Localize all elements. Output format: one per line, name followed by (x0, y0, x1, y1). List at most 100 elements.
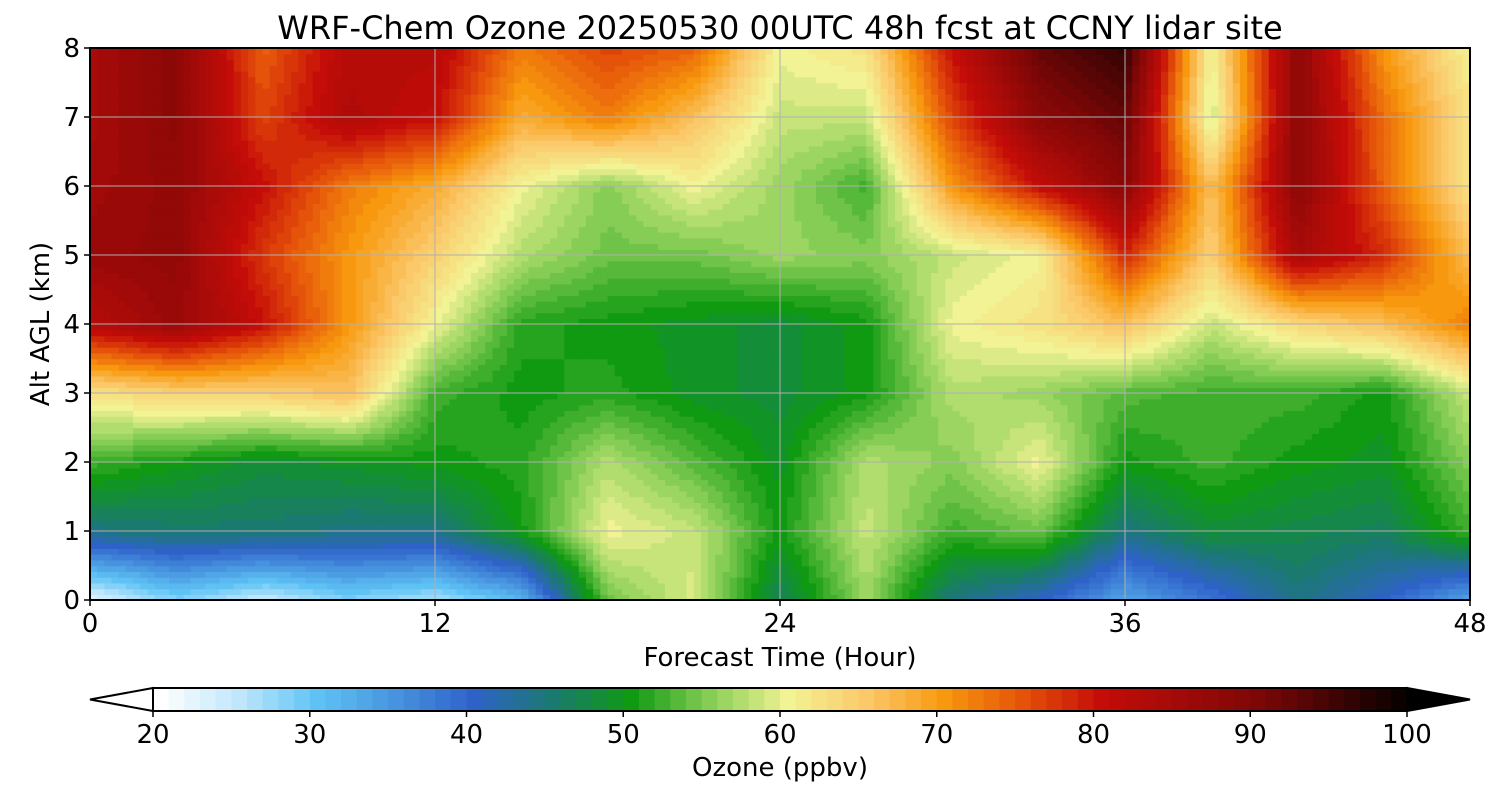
heatmap-cell (844, 485, 853, 492)
heatmap-cell (1232, 571, 1241, 578)
heatmap-cell (1340, 594, 1349, 600)
heatmap-cell (1168, 456, 1177, 463)
heatmap-cell (147, 496, 156, 503)
heatmap-cell (1168, 525, 1177, 532)
heatmap-cell (1139, 456, 1148, 463)
heatmap-cell (851, 588, 860, 595)
heatmap-cell (1017, 519, 1026, 526)
heatmap-cell (837, 594, 846, 600)
heatmap-cell (1139, 462, 1148, 469)
heatmap-cell (169, 582, 177, 590)
heatmap-cell (621, 594, 630, 600)
heatmap-cell (1355, 456, 1363, 463)
heatmap-cell (801, 577, 810, 584)
heatmap-cell (1304, 519, 1313, 526)
heatmap-cell (269, 496, 278, 503)
heatmap-cell (794, 473, 803, 480)
heatmap-cell (514, 456, 522, 463)
heatmap-cell (1340, 490, 1349, 498)
heatmap-cell (844, 565, 853, 572)
heatmap-cell (1060, 542, 1069, 549)
heatmap-cell (923, 502, 932, 509)
heatmap-cell (550, 456, 558, 463)
heatmap-cell (1304, 531, 1313, 538)
heatmap-cell (1448, 513, 1457, 521)
heatmap-cell (276, 531, 285, 538)
heatmap-cell (377, 577, 386, 584)
heatmap-cell (377, 536, 386, 544)
heatmap-cell (111, 577, 120, 584)
heatmap-cell (729, 485, 738, 492)
heatmap-cell (686, 525, 695, 532)
heatmap-cell (1290, 467, 1299, 475)
heatmap-cell (873, 594, 882, 600)
heatmap-cell (650, 588, 659, 595)
heatmap-cell (837, 577, 846, 584)
heatmap-cell (815, 531, 824, 538)
heatmap-cell (1189, 525, 1198, 532)
heatmap-cell (205, 473, 213, 480)
heatmap-cell (269, 559, 278, 567)
heatmap-cell (988, 582, 997, 590)
heatmap-cell (1045, 582, 1054, 590)
heatmap-cell (909, 582, 918, 590)
heatmap-cell (995, 542, 1004, 549)
heatmap-cell (140, 462, 149, 469)
heatmap-cell (1434, 571, 1442, 578)
heatmap-cell (420, 508, 429, 515)
heatmap-cell (643, 490, 652, 498)
heatmap-cell (197, 577, 206, 584)
heatmap-cell (449, 456, 458, 463)
heatmap-cell (837, 588, 846, 595)
heatmap-cell (729, 531, 738, 538)
heatmap-cell (1232, 565, 1241, 572)
heatmap-cell (1448, 536, 1457, 544)
heatmap-cell (1211, 536, 1220, 544)
heatmap-cell (284, 531, 292, 538)
heatmap-cell (1067, 559, 1076, 567)
heatmap-cell (1132, 508, 1141, 515)
heatmap-cell (298, 508, 307, 515)
heatmap-cell (945, 462, 954, 469)
heatmap-cell (1160, 490, 1169, 498)
heatmap-cell (823, 525, 832, 532)
heatmap-cell (1268, 554, 1277, 561)
heatmap-cell (1275, 525, 1284, 532)
heatmap-cell (952, 467, 961, 475)
heatmap-cell (693, 502, 702, 509)
heatmap-cell (255, 450, 264, 457)
heatmap-cell (1196, 582, 1205, 590)
heatmap-cell (780, 594, 788, 600)
heatmap-cell (1247, 554, 1256, 561)
heatmap-cell (959, 508, 968, 515)
heatmap-cell (1297, 531, 1306, 538)
heatmap-cell (830, 467, 839, 475)
heatmap-cell (1261, 462, 1270, 469)
heatmap-cell (895, 531, 903, 538)
heatmap-cell (1010, 473, 1018, 480)
heatmap-cell (269, 531, 278, 538)
heatmap-cell (1455, 536, 1464, 544)
heatmap-cell (1031, 479, 1040, 486)
heatmap-cell (248, 582, 257, 590)
heatmap-cell (535, 577, 544, 584)
heatmap-cell (693, 577, 702, 584)
heatmap-cell (686, 467, 695, 475)
heatmap-cell (535, 508, 544, 515)
heatmap-cell (435, 559, 443, 567)
heatmap-cell (1390, 577, 1399, 584)
heatmap-cell (1153, 531, 1162, 538)
heatmap-cell (607, 462, 616, 469)
heatmap-cell (564, 479, 573, 486)
heatmap-cell (111, 548, 120, 555)
heatmap-cell (391, 559, 400, 567)
heatmap-cell (1283, 565, 1292, 572)
heatmap-cell (1110, 548, 1119, 555)
heatmap-cell (578, 450, 587, 457)
heatmap-cell (729, 519, 738, 526)
heatmap-cell (952, 508, 961, 515)
heatmap-cell (1031, 554, 1040, 561)
heatmap-cell (1175, 554, 1184, 561)
heatmap-cell (125, 519, 134, 526)
heatmap-cell (1369, 554, 1378, 561)
